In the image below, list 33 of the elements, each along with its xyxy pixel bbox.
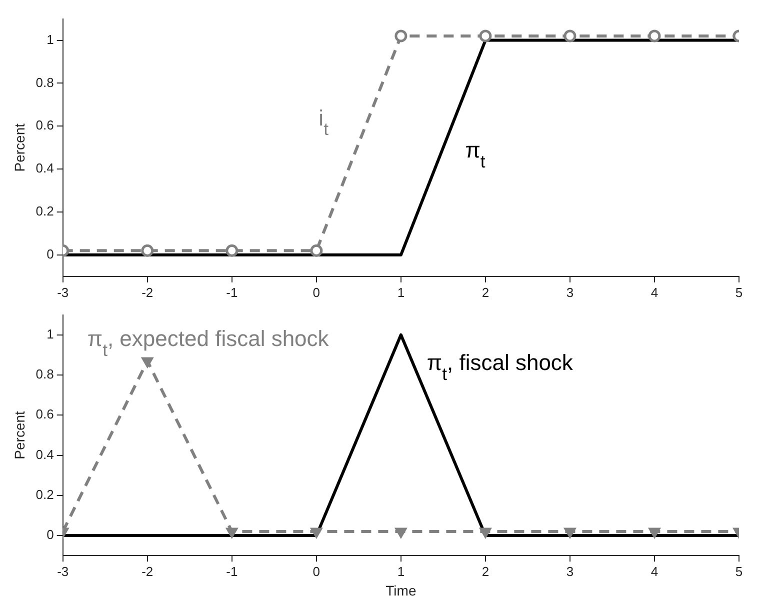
x-tick-label: -1 — [226, 564, 238, 579]
x-tick-label: -3 — [57, 564, 69, 579]
x-tick-label: 5 — [735, 284, 743, 300]
x-tick-label: 3 — [566, 284, 574, 300]
x-tick-label: -2 — [142, 564, 154, 579]
y-tick-label: 0.8 — [36, 366, 54, 382]
x-tick-label: 3 — [566, 564, 574, 579]
x-tick-label: 0 — [312, 284, 320, 300]
x-tick-label: 4 — [650, 284, 658, 300]
x-tick-label: 0 — [312, 564, 320, 579]
y-tick-label: 0.2 — [36, 204, 54, 219]
x-tick-label: 1 — [397, 284, 405, 300]
y-axis-title: Percent — [11, 410, 28, 460]
x-tick-label: 5 — [735, 564, 743, 579]
y-tick-label: 0.8 — [36, 74, 54, 90]
y-tick-label: 0.4 — [36, 446, 54, 462]
y-tick-label: 0.6 — [36, 406, 54, 422]
y-tick-label: 0 — [46, 527, 54, 542]
y-tick-label: 0 — [46, 246, 54, 262]
y-axis-title: Percent — [11, 123, 28, 172]
x-tick-label: 2 — [482, 284, 490, 300]
x-tick-label: 2 — [482, 564, 490, 579]
y-tick-label: 0.4 — [36, 160, 54, 176]
y-tick-label: 0.2 — [36, 486, 54, 502]
y-tick-label: 1 — [46, 326, 54, 342]
x-tick-label: 4 — [650, 564, 658, 579]
x-tick-label: -3 — [57, 284, 69, 300]
x-tick-label: 1 — [397, 564, 405, 579]
y-tick-label: 0.6 — [36, 118, 54, 133]
x-axis-title: Time — [386, 582, 416, 598]
x-tick-label: -1 — [226, 284, 238, 300]
y-tick-label: 1 — [46, 32, 54, 47]
x-tick-label: -2 — [142, 284, 154, 300]
